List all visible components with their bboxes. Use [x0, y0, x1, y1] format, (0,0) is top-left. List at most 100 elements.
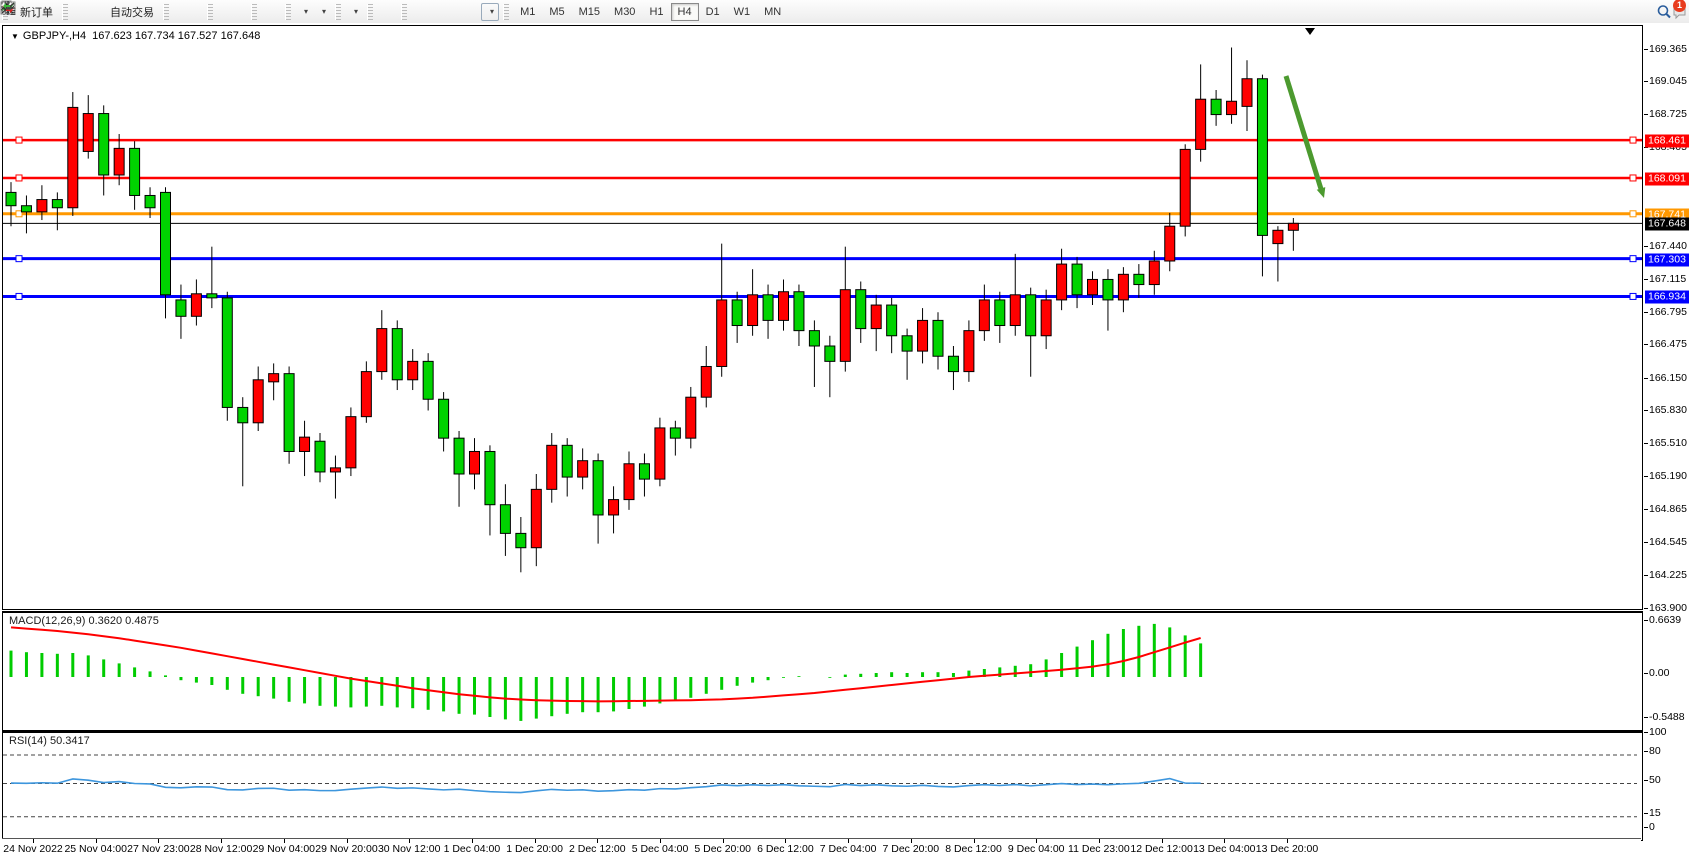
toolbar-grip[interactable] [285, 3, 291, 20]
horizontal-line-button[interactable] [2, 3, 431, 21]
price-tick [1644, 344, 1648, 346]
indicators-button[interactable]: ▾ [0, 1, 363, 21]
candle-body [283, 373, 295, 452]
macd-label: MACD(12,26,9) 0.3620 0.4875 [9, 615, 159, 627]
time-tick [283, 839, 285, 843]
vertical-line-button[interactable] [7, 1, 421, 21]
candle-body [716, 299, 728, 367]
hline-handle[interactable] [1629, 255, 1637, 263]
time-tick [722, 839, 724, 843]
price-tick-label: 166.795 [1649, 305, 1687, 318]
line-chart-button[interactable] [0, 2, 203, 21]
candle-body [1133, 273, 1145, 286]
timeframe-m15-button[interactable]: M15 [578, 5, 601, 18]
hline-handle[interactable] [1629, 292, 1637, 300]
new-order-button[interactable]: 新订单 [1, 0, 58, 21]
toolbar-grip[interactable] [503, 3, 510, 20]
dropdown-caret-icon[interactable]: ▾ [490, 7, 495, 16]
timeframe-d1-button[interactable]: D1 [705, 5, 720, 18]
candle-body [190, 293, 202, 317]
search-button[interactable] [1655, 3, 1671, 21]
time-label: 9 Dec 04:00 [1007, 843, 1065, 855]
price-line-box: 168.091 [1645, 172, 1689, 186]
hline-handle[interactable] [15, 210, 23, 218]
timeframe-mn-button[interactable]: MN [764, 5, 782, 18]
tile-windows-button[interactable] [1, 1, 247, 21]
price-axis[interactable]: 169.365169.045168.725168.405167.440167.1… [1644, 25, 1689, 838]
candlestick-chart-button[interactable] [1, 1, 193, 21]
candle-body [1195, 98, 1207, 150]
cursor-button[interactable] [4, 1, 387, 21]
macd-panel[interactable]: MACD(12,26,9) 0.3620 0.4875 [2, 611, 1643, 731]
text-button[interactable]: A [4, 1, 471, 21]
candlestick-chart[interactable] [3, 26, 1642, 609]
toolbar-grip[interactable] [401, 3, 408, 20]
candle-body [345, 416, 357, 469]
text-label-button[interactable]: T [1, 1, 481, 21]
rsi-line [10, 777, 1201, 794]
price-tick [1644, 476, 1648, 478]
price-tick [1644, 245, 1648, 247]
hline-handle[interactable] [15, 255, 23, 263]
dropdown-caret-icon[interactable]: ▾ [322, 7, 327, 16]
hline-handle[interactable] [15, 292, 23, 300]
crosshair-button[interactable] [2, 2, 397, 21]
chat-button[interactable]: 1 [1671, 0, 1686, 21]
zoom-out-button[interactable] [2, 1, 237, 21]
market-watch-button[interactable] [2, 2, 82, 21]
chart-shift-marker-icon[interactable] [1305, 28, 1315, 35]
hline-handle[interactable] [1629, 136, 1637, 144]
main-chart-panel[interactable]: ▼ GBPJPY-,H4 167.623 167.734 167.527 167… [2, 25, 1643, 610]
candle-body [839, 289, 851, 362]
periods-button[interactable]: ▾ [1, 1, 331, 21]
arrow-annotation[interactable] [1283, 75, 1324, 190]
timeframe-m30-button[interactable]: M30 [614, 5, 636, 18]
candle-body [1272, 229, 1284, 245]
toolbar-grip[interactable] [62, 3, 68, 20]
dropdown-caret-icon[interactable]: ▾ [354, 7, 359, 16]
candle-body [793, 291, 805, 332]
candle-body [669, 427, 681, 439]
timeframe-w1-button[interactable]: W1 [733, 5, 751, 18]
time-tick [1224, 839, 1226, 843]
timeframe-m1-button[interactable]: M1 [520, 5, 536, 18]
auto-scroll-button[interactable] [0, 1, 271, 21]
time-label: 25 Nov 04:00 [64, 843, 127, 855]
hline-handle[interactable] [1629, 174, 1637, 182]
hline-handle[interactable] [15, 136, 23, 144]
new-order-menu-button[interactable]: ▾ [1, 0, 313, 21]
dropdown-caret-icon[interactable]: ▾ [304, 7, 309, 16]
toolbar-grip[interactable] [207, 3, 213, 20]
new-chart-button[interactable] [1, 1, 92, 21]
fibonacci-button[interactable]: F [1, 2, 461, 21]
rsi-chart[interactable] [3, 733, 1642, 840]
chart-collapse-icon[interactable]: ▼ [11, 31, 19, 41]
hline-handle[interactable] [15, 174, 23, 182]
zoom-in-button[interactable] [2, 1, 227, 21]
symbol-period-label: GBPJPY-,H4 [22, 30, 87, 42]
arrows-button[interactable]: ▾ [3, 2, 500, 21]
chart-shift-button[interactable] [0, 1, 281, 21]
macd-chart[interactable] [3, 613, 1642, 730]
candle-body [1287, 222, 1299, 231]
bar-chart-button[interactable] [1, 2, 183, 21]
toolbar-grip[interactable] [367, 3, 374, 20]
timeframe-m5-button[interactable]: M5 [549, 5, 565, 18]
time-axis[interactable]: 24 Nov 2022 25 Nov 04:00 27 Nov 23:00 28 No… [2, 838, 1641, 860]
toolbar-grip[interactable] [335, 3, 342, 20]
candle-body [252, 379, 264, 424]
autotrading-button[interactable]: 自动交易 [1, 3, 159, 21]
toolbar-grip[interactable] [163, 3, 169, 20]
time-tick [95, 839, 97, 843]
timeframe-h4-button[interactable]: H4 [670, 2, 699, 21]
signals-button[interactable] [2, 3, 102, 21]
time-tick [346, 839, 348, 843]
trendline-button[interactable] [1, 2, 441, 21]
rsi-panel[interactable]: RSI(14) 50.3417 [2, 731, 1643, 841]
channel-button[interactable]: E [0, 1, 451, 21]
timeframe-h1-button[interactable]: H1 [649, 5, 664, 18]
candle-body [963, 330, 975, 373]
hline-handle[interactable] [1629, 210, 1637, 218]
toolbar-grip[interactable] [251, 3, 257, 20]
price-tick [1644, 81, 1648, 83]
